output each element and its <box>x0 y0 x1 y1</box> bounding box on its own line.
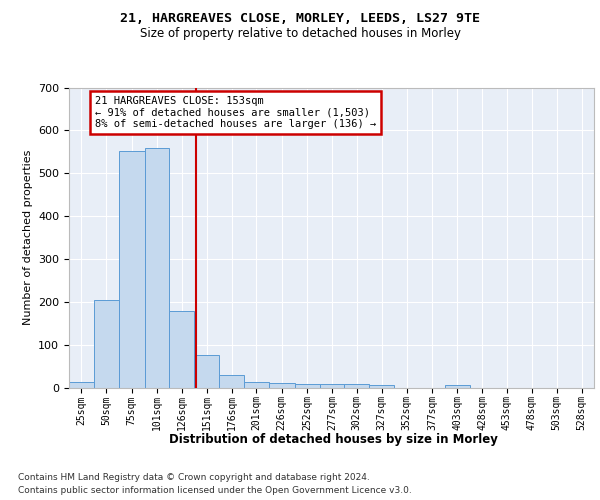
Bar <box>244 382 269 388</box>
Bar <box>219 375 244 388</box>
Bar <box>344 384 369 388</box>
Text: Distribution of detached houses by size in Morley: Distribution of detached houses by size … <box>169 432 497 446</box>
Text: 21 HARGREAVES CLOSE: 153sqm
← 91% of detached houses are smaller (1,503)
8% of s: 21 HARGREAVES CLOSE: 153sqm ← 91% of det… <box>95 96 376 130</box>
Bar <box>119 152 145 388</box>
Text: Size of property relative to detached houses in Morley: Size of property relative to detached ho… <box>139 28 461 40</box>
Y-axis label: Number of detached properties: Number of detached properties <box>23 150 32 325</box>
Bar <box>94 300 119 388</box>
Bar <box>295 384 320 388</box>
Bar <box>445 386 470 388</box>
Bar <box>169 311 194 388</box>
Bar <box>269 383 295 388</box>
Bar <box>369 386 394 388</box>
Text: Contains HM Land Registry data © Crown copyright and database right 2024.: Contains HM Land Registry data © Crown c… <box>18 472 370 482</box>
Bar <box>194 355 219 388</box>
Bar <box>320 384 344 388</box>
Bar <box>69 382 94 388</box>
Text: Contains public sector information licensed under the Open Government Licence v3: Contains public sector information licen… <box>18 486 412 495</box>
Bar <box>145 148 169 388</box>
Text: 21, HARGREAVES CLOSE, MORLEY, LEEDS, LS27 9TE: 21, HARGREAVES CLOSE, MORLEY, LEEDS, LS2… <box>120 12 480 26</box>
